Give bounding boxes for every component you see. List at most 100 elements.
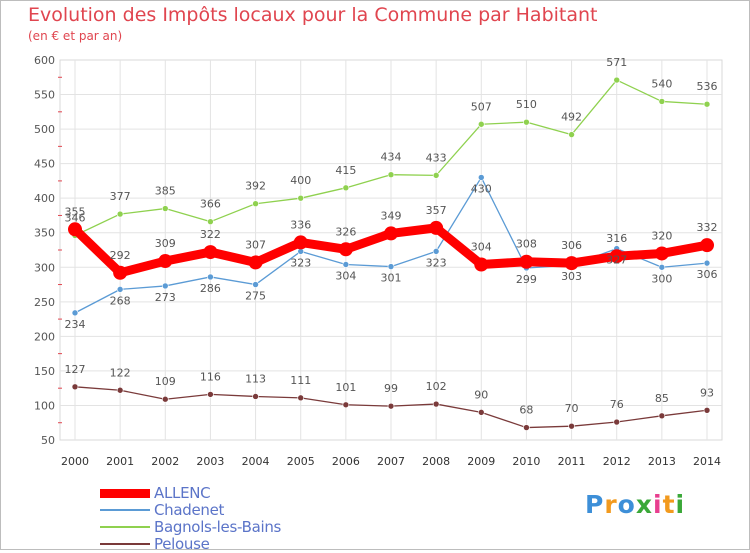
data-point [252,393,259,400]
data-point [68,222,82,237]
x-tick-label: 2004 [242,455,270,468]
data-label: 275 [245,290,266,303]
data-point [113,265,128,280]
data-point [342,184,350,192]
data-label: 366 [200,198,221,211]
data-point [700,238,714,253]
legend-label: ALLENC [154,484,211,502]
data-label: 292 [110,249,131,262]
x-tick-label: 2014 [693,455,721,468]
data-point [387,171,395,178]
data-label: 90 [474,388,488,401]
chart-title: Evolution des Impôts locaux pour la Comm… [28,4,598,26]
data-label: 111 [290,374,311,387]
data-label: 301 [381,272,402,285]
data-point [252,200,259,208]
x-tick-label: 2012 [603,455,631,468]
data-label: 336 [290,218,311,231]
x-tick-label: 2000 [61,455,89,468]
data-label: 346 [65,211,86,224]
data-label: 113 [245,372,266,385]
data-point [477,409,485,416]
data-point [158,254,173,269]
data-label: 273 [155,291,176,304]
data-point [297,394,305,402]
x-tick-label: 2007 [377,455,405,468]
data-point [658,412,666,420]
data-label: 268 [110,294,131,307]
x-tick-label: 2002 [151,455,179,468]
data-label: 327 [606,254,627,267]
data-point [71,309,79,317]
data-label: 434 [381,151,402,164]
legend-label: Bagnols-les-Bains [154,518,282,536]
data-label: 385 [155,185,176,198]
y-tick-label: 550 [34,89,55,102]
data-label: 400 [290,174,311,187]
y-tick-label: 300 [34,261,55,274]
data-point [658,263,666,271]
data-label: 320 [651,229,672,242]
data-label: 127 [65,363,86,376]
y-tick-label: 200 [34,330,55,343]
data-label: 326 [335,225,356,238]
data-point [432,172,440,179]
legend-label: Chadenet [154,501,225,519]
data-label: 510 [516,98,537,111]
x-tick-label: 2008 [422,455,450,468]
data-point [207,391,214,398]
data-label: 116 [200,370,221,383]
data-label: 85 [655,392,669,405]
data-label: 323 [290,256,311,269]
data-label: 355 [65,205,86,218]
data-point [248,255,263,270]
data-label: 430 [471,182,492,195]
data-point [203,245,218,260]
data-label: 307 [245,238,266,251]
data-label: 102 [426,380,447,393]
data-label: 304 [471,241,492,254]
data-label: 70 [565,402,579,415]
y-tick-label: 400 [34,192,55,205]
data-label: 323 [426,256,447,269]
legend-swatch [100,526,150,528]
x-tick-label: 2001 [106,455,134,468]
data-point [432,248,440,255]
data-label: 332 [697,221,718,234]
data-label: 536 [697,80,718,93]
data-label: 357 [426,204,447,217]
data-point [429,220,444,235]
data-point [474,257,489,272]
data-label: 306 [561,239,582,252]
x-tick-label: 2011 [558,455,586,468]
data-point [568,131,575,138]
data-label: 316 [606,232,627,245]
y-tick-label: 450 [34,158,55,171]
data-point [568,422,575,430]
data-point [609,249,624,264]
data-label: 322 [200,228,221,241]
data-point [338,242,353,257]
data-label: 68 [519,404,533,417]
data-point [387,402,395,410]
data-point [252,281,259,288]
data-point [161,282,169,290]
data-label: 93 [700,386,714,399]
legend-swatch [100,509,150,511]
data-label: 303 [561,270,582,283]
data-point [342,261,350,268]
y-tick-label: 600 [34,54,55,67]
data-label: 306 [697,268,718,281]
legend-swatch [100,489,150,498]
y-tick-label: 250 [34,296,55,309]
chart-subtitle: (en € et par an) [28,29,123,43]
data-point [116,210,124,218]
data-point [477,174,485,181]
line-chart: 50 100 150 200 250 300 350 400 450 500 550 600 2000 2… [34,54,723,468]
data-label: 109 [155,375,176,388]
x-tick-label: 2006 [332,455,360,468]
data-label: 299 [516,273,537,286]
x-tick-label: 2003 [196,455,224,468]
data-label: 415 [335,164,356,177]
y-tick-label: 50 [41,434,55,447]
